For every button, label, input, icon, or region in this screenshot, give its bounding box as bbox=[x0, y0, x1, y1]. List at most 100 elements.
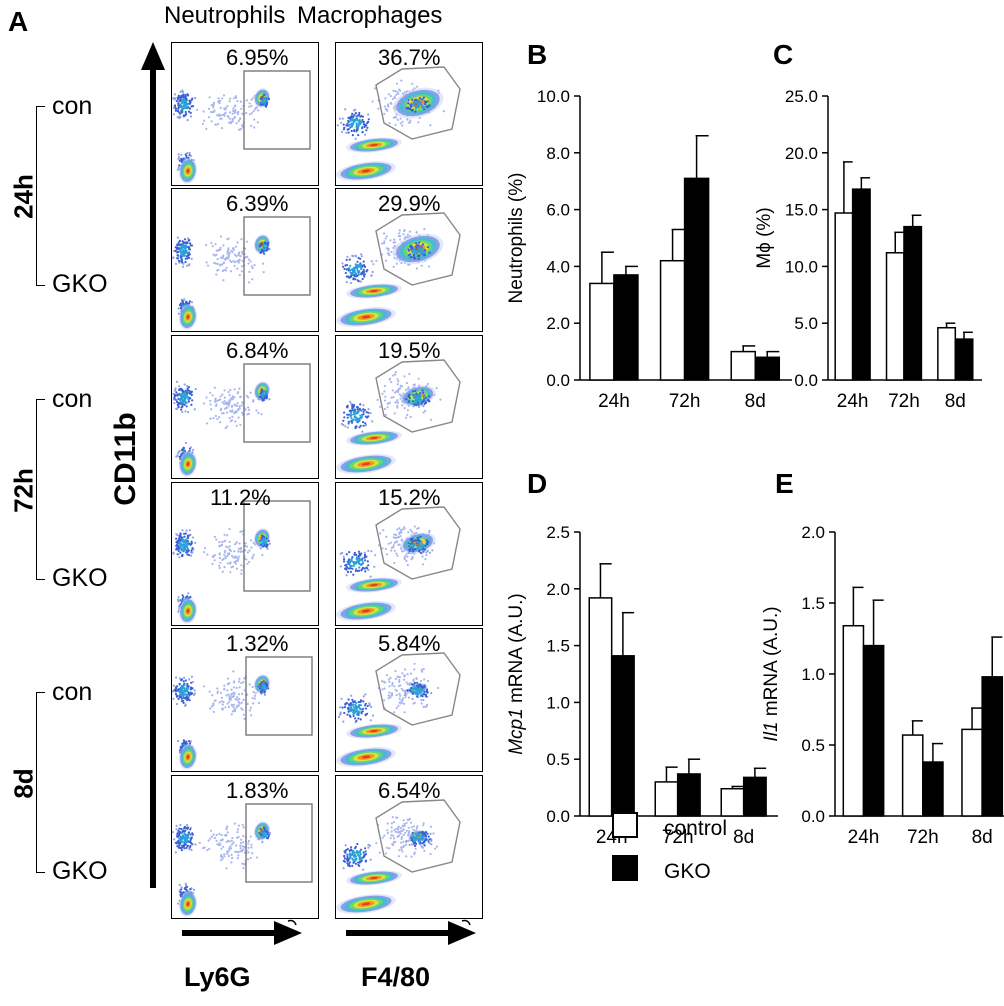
x-tick-label: 8d bbox=[972, 827, 993, 848]
y-axis-label: Neutrophils (%) bbox=[506, 173, 527, 304]
y-tick-label: 0.5 bbox=[546, 750, 570, 769]
bar-gko-24h bbox=[613, 274, 639, 381]
macrophage-facs-plot: 6.54% bbox=[335, 775, 483, 919]
bar-gko-24h bbox=[610, 655, 635, 817]
y-tick-label: 15.0 bbox=[785, 201, 818, 220]
neutrophil-percentage: 1.32% bbox=[226, 631, 289, 656]
neutrophil-facs-plot: 6.95% bbox=[171, 42, 319, 186]
y-tick-label: 10.0 bbox=[537, 87, 570, 106]
neutrophil-percentage: 6.39% bbox=[226, 191, 289, 216]
y-tick-label: 2.0 bbox=[546, 314, 570, 333]
y-axis-label: Mcp1 mRNA (A.U.) bbox=[506, 593, 527, 755]
chart-e: E 0.0 0.5 1.0 1.5 2.0 Il1 mRNA (A.U.) 24h 72h 8d bbox=[761, 468, 1004, 848]
row-label-con: con bbox=[52, 92, 93, 120]
macrophage-facs-plot: 15.2% bbox=[335, 482, 483, 626]
neutrophil-percentage: 1.83% bbox=[226, 778, 289, 803]
y-tick-label: 10.0 bbox=[785, 257, 818, 276]
macrophage-percentage: 6.54% bbox=[378, 778, 441, 803]
y-axis-label: Il1 mRNA (A.U.) bbox=[761, 606, 782, 741]
y-tick-label: 2.0 bbox=[546, 580, 570, 599]
x-tick-label: 24h bbox=[598, 391, 630, 412]
x-tick-label: 24h bbox=[837, 391, 869, 412]
panel-letter: B bbox=[527, 39, 547, 70]
row-label-gko: GKO bbox=[52, 564, 108, 592]
neutrophil-facs-plot: 6.84% bbox=[171, 335, 319, 479]
y-tick-label: 1.0 bbox=[801, 665, 825, 684]
row-label-con: con bbox=[52, 385, 93, 413]
macrophage-facs-plot: 36.7% bbox=[335, 42, 483, 186]
neutrophil-facs-plot: 11.2% bbox=[171, 482, 319, 626]
macrophage-percentage: 36.7% bbox=[378, 45, 441, 70]
x-tick-label: 24h bbox=[848, 827, 880, 848]
group-bracket bbox=[36, 399, 45, 580]
macrophage-facs-plot: 29.9% bbox=[335, 188, 483, 332]
group-bracket bbox=[36, 692, 45, 873]
bar-control-24h bbox=[834, 212, 854, 381]
y-tick-label: 8.0 bbox=[546, 144, 570, 163]
bar-gko-72h bbox=[683, 177, 710, 381]
x-tick-label: 8d bbox=[733, 827, 754, 848]
row-label-gko: GKO bbox=[52, 270, 108, 298]
legend-gko-swatch bbox=[612, 855, 638, 881]
bar-control-24h bbox=[588, 597, 613, 817]
panel-letter: C bbox=[773, 39, 793, 70]
y-tick-label: 0.0 bbox=[801, 807, 825, 826]
macrophages-column-title: Macrophages bbox=[297, 2, 443, 29]
bar-control-24h bbox=[589, 282, 615, 381]
bar-control-72h bbox=[901, 734, 924, 817]
bar-gko-72h bbox=[922, 761, 944, 817]
neutrophil-facs-plot: 6.39% bbox=[171, 188, 319, 332]
macrophage-facs-plot: 19.5% bbox=[335, 335, 483, 479]
bar-control-72h bbox=[654, 781, 679, 817]
bar-gko-8d bbox=[754, 356, 781, 381]
y-tick-label: 0.5 bbox=[801, 736, 825, 755]
y-tick-label: 4.0 bbox=[546, 257, 570, 276]
neutrophil-percentage: 6.95% bbox=[226, 45, 289, 70]
cd11b-arrow bbox=[141, 42, 165, 888]
y-tick-label: 0.0 bbox=[794, 371, 818, 390]
x-tick-label: 72h bbox=[907, 827, 939, 848]
bar-gko-8d bbox=[954, 338, 974, 381]
neutrophil-percentage: 11.2% bbox=[210, 485, 271, 510]
neutrophil-facs-plot: 1.83% bbox=[171, 775, 319, 919]
bar-control-8d bbox=[937, 326, 957, 381]
macrophage-percentage: 19.5% bbox=[378, 338, 441, 363]
x-tick-label: 8d bbox=[945, 391, 966, 412]
bar-control-8d bbox=[961, 728, 983, 817]
panel-letter: D bbox=[527, 468, 547, 499]
bar-control-8d bbox=[720, 787, 745, 817]
y-tick-label: 2.0 bbox=[801, 523, 825, 542]
legend-gko-label: GKO bbox=[664, 860, 711, 883]
bar-gko-24h bbox=[862, 644, 885, 817]
bar-gko-8d bbox=[981, 676, 1004, 817]
chart-b: B 0.0 2.0 4.0 6.0 8.0 10.0 Neutrophils (%) 24h 72… bbox=[506, 39, 792, 412]
x-tick-label: 72h bbox=[662, 827, 694, 848]
f4-80-arrow bbox=[346, 919, 476, 945]
row-label-con: con bbox=[52, 678, 93, 706]
macrophage-percentage: 5.84% bbox=[378, 631, 441, 656]
macrophage-percentage: 29.9% bbox=[378, 191, 441, 216]
y-tick-label: 2.5 bbox=[546, 523, 570, 542]
panel-a-letter: A bbox=[8, 6, 29, 37]
chart-c: C 0.0 5.0 10.0 15.0 20.0 25.0 Mϕ (%) 24h 72h 8d bbox=[754, 39, 982, 412]
legend-control-swatch bbox=[612, 812, 638, 838]
neutrophil-percentage: 6.84% bbox=[226, 338, 289, 363]
y-tick-label: 25.0 bbox=[785, 87, 818, 106]
bar-gko-24h bbox=[851, 188, 871, 381]
macrophage-percentage: 15.2% bbox=[378, 485, 441, 510]
row-label-gko: GKO bbox=[52, 857, 108, 885]
bar-gko-72h bbox=[676, 773, 701, 817]
bar-control-72h bbox=[885, 252, 905, 381]
bar-control-72h bbox=[659, 259, 686, 381]
neutrophils-column-title: Neutrophils bbox=[164, 2, 286, 29]
neutrophil-facs-plot: 1.32% bbox=[171, 628, 319, 772]
x-tick-label: 72h bbox=[888, 391, 920, 412]
ly6g-arrow bbox=[182, 919, 302, 945]
x-tick-label: 8d bbox=[745, 391, 766, 412]
bar-gko-8d bbox=[742, 776, 767, 817]
legend-control-label: control bbox=[664, 817, 728, 840]
bar-control-24h bbox=[842, 624, 865, 817]
y-tick-label: 5.0 bbox=[794, 314, 818, 333]
